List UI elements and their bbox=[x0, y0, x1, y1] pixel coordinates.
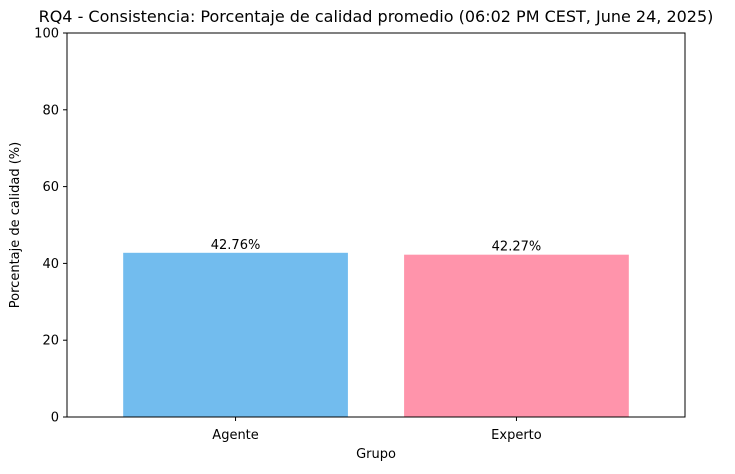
bars-layer bbox=[123, 252, 629, 417]
chart-title: RQ4 - Consistencia: Porcentaje de calida… bbox=[39, 7, 714, 26]
bar-experto bbox=[404, 254, 629, 417]
bar-agente bbox=[123, 252, 348, 417]
y-tick-label: 0 bbox=[51, 411, 59, 426]
y-tick-label: 80 bbox=[42, 103, 59, 118]
plot-frame bbox=[66, 32, 686, 418]
bar-labels-layer: 42.76% 42.27% bbox=[211, 238, 541, 255]
bar-value-label: 42.27% bbox=[492, 240, 542, 255]
y-tick-label: 60 bbox=[42, 180, 59, 195]
x-tick-label: Experto bbox=[491, 428, 542, 443]
x-axis-label: Grupo bbox=[356, 447, 396, 462]
y-axis: 0 20 40 60 80 100 bbox=[34, 27, 67, 426]
x-axis: Agente Experto bbox=[212, 417, 542, 443]
y-axis-label: Porcentaje de calidad (%) bbox=[8, 142, 23, 308]
y-tick-label: 40 bbox=[42, 257, 59, 272]
y-tick-label: 20 bbox=[42, 334, 59, 349]
bar-value-label: 42.76% bbox=[211, 238, 261, 253]
y-tick-label: 100 bbox=[34, 27, 59, 42]
x-tick-label: Agente bbox=[212, 428, 258, 443]
